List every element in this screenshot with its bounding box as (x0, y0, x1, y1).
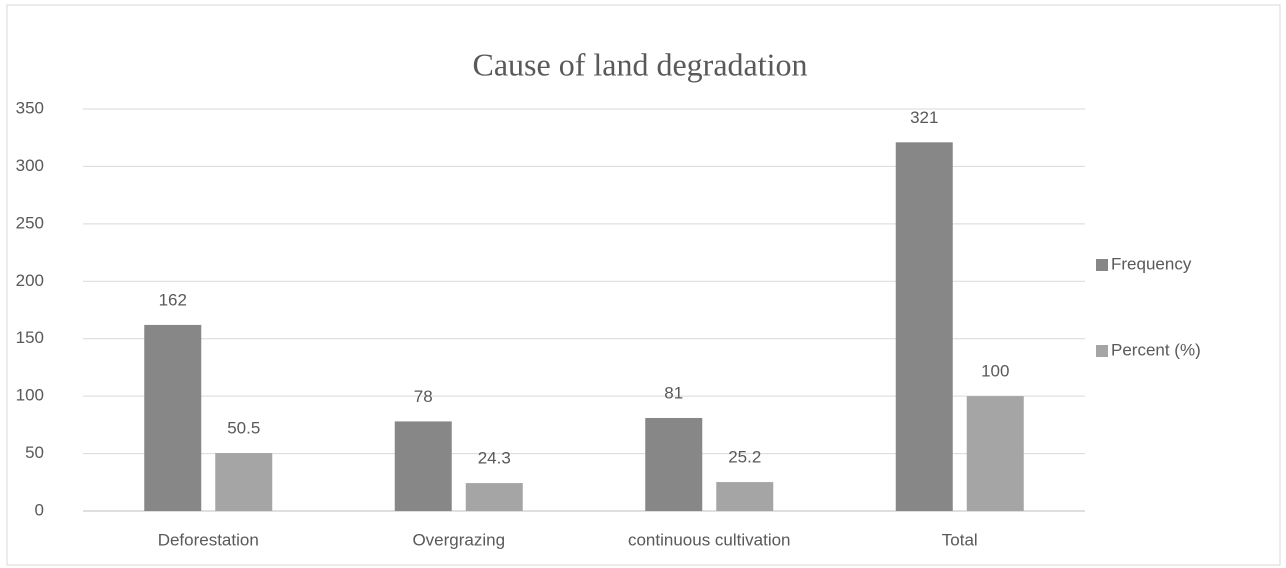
x-tick-label: Overgrazing (412, 530, 505, 549)
legend-swatch (1096, 259, 1108, 271)
data-label: 25.2 (728, 448, 761, 467)
bar (394, 421, 452, 511)
y-tick-label: 50 (25, 443, 44, 462)
x-tick-label: Total (942, 530, 978, 549)
y-tick-label: 0 (35, 500, 44, 519)
data-label: 50.5 (227, 418, 260, 437)
bar (215, 452, 273, 511)
data-label: 78 (414, 387, 433, 406)
y-tick-label: 250 (16, 213, 44, 232)
bar (895, 142, 953, 511)
legend-swatch (1096, 345, 1108, 357)
data-label: 24.3 (478, 449, 511, 468)
y-tick-label: 200 (16, 271, 44, 290)
y-tick-label: 150 (16, 328, 44, 347)
x-tick-label: continuous cultivation (628, 530, 791, 549)
data-label: 162 (159, 290, 187, 309)
bar (144, 324, 202, 511)
y-tick-label: 300 (16, 156, 44, 175)
data-label: 81 (664, 383, 683, 402)
legend-label: Percent (%) (1111, 340, 1201, 359)
bar (465, 483, 523, 511)
y-tick-label: 350 (16, 98, 44, 117)
legend-label: Frequency (1111, 254, 1192, 273)
chart-title: Cause of land degradation (473, 46, 808, 82)
bar (966, 396, 1024, 511)
data-label: 321 (910, 108, 938, 127)
bar (716, 482, 774, 511)
data-label: 100 (981, 362, 1009, 381)
x-tick-label: Deforestation (158, 530, 259, 549)
bar (645, 417, 703, 511)
y-tick-label: 100 (16, 386, 44, 405)
